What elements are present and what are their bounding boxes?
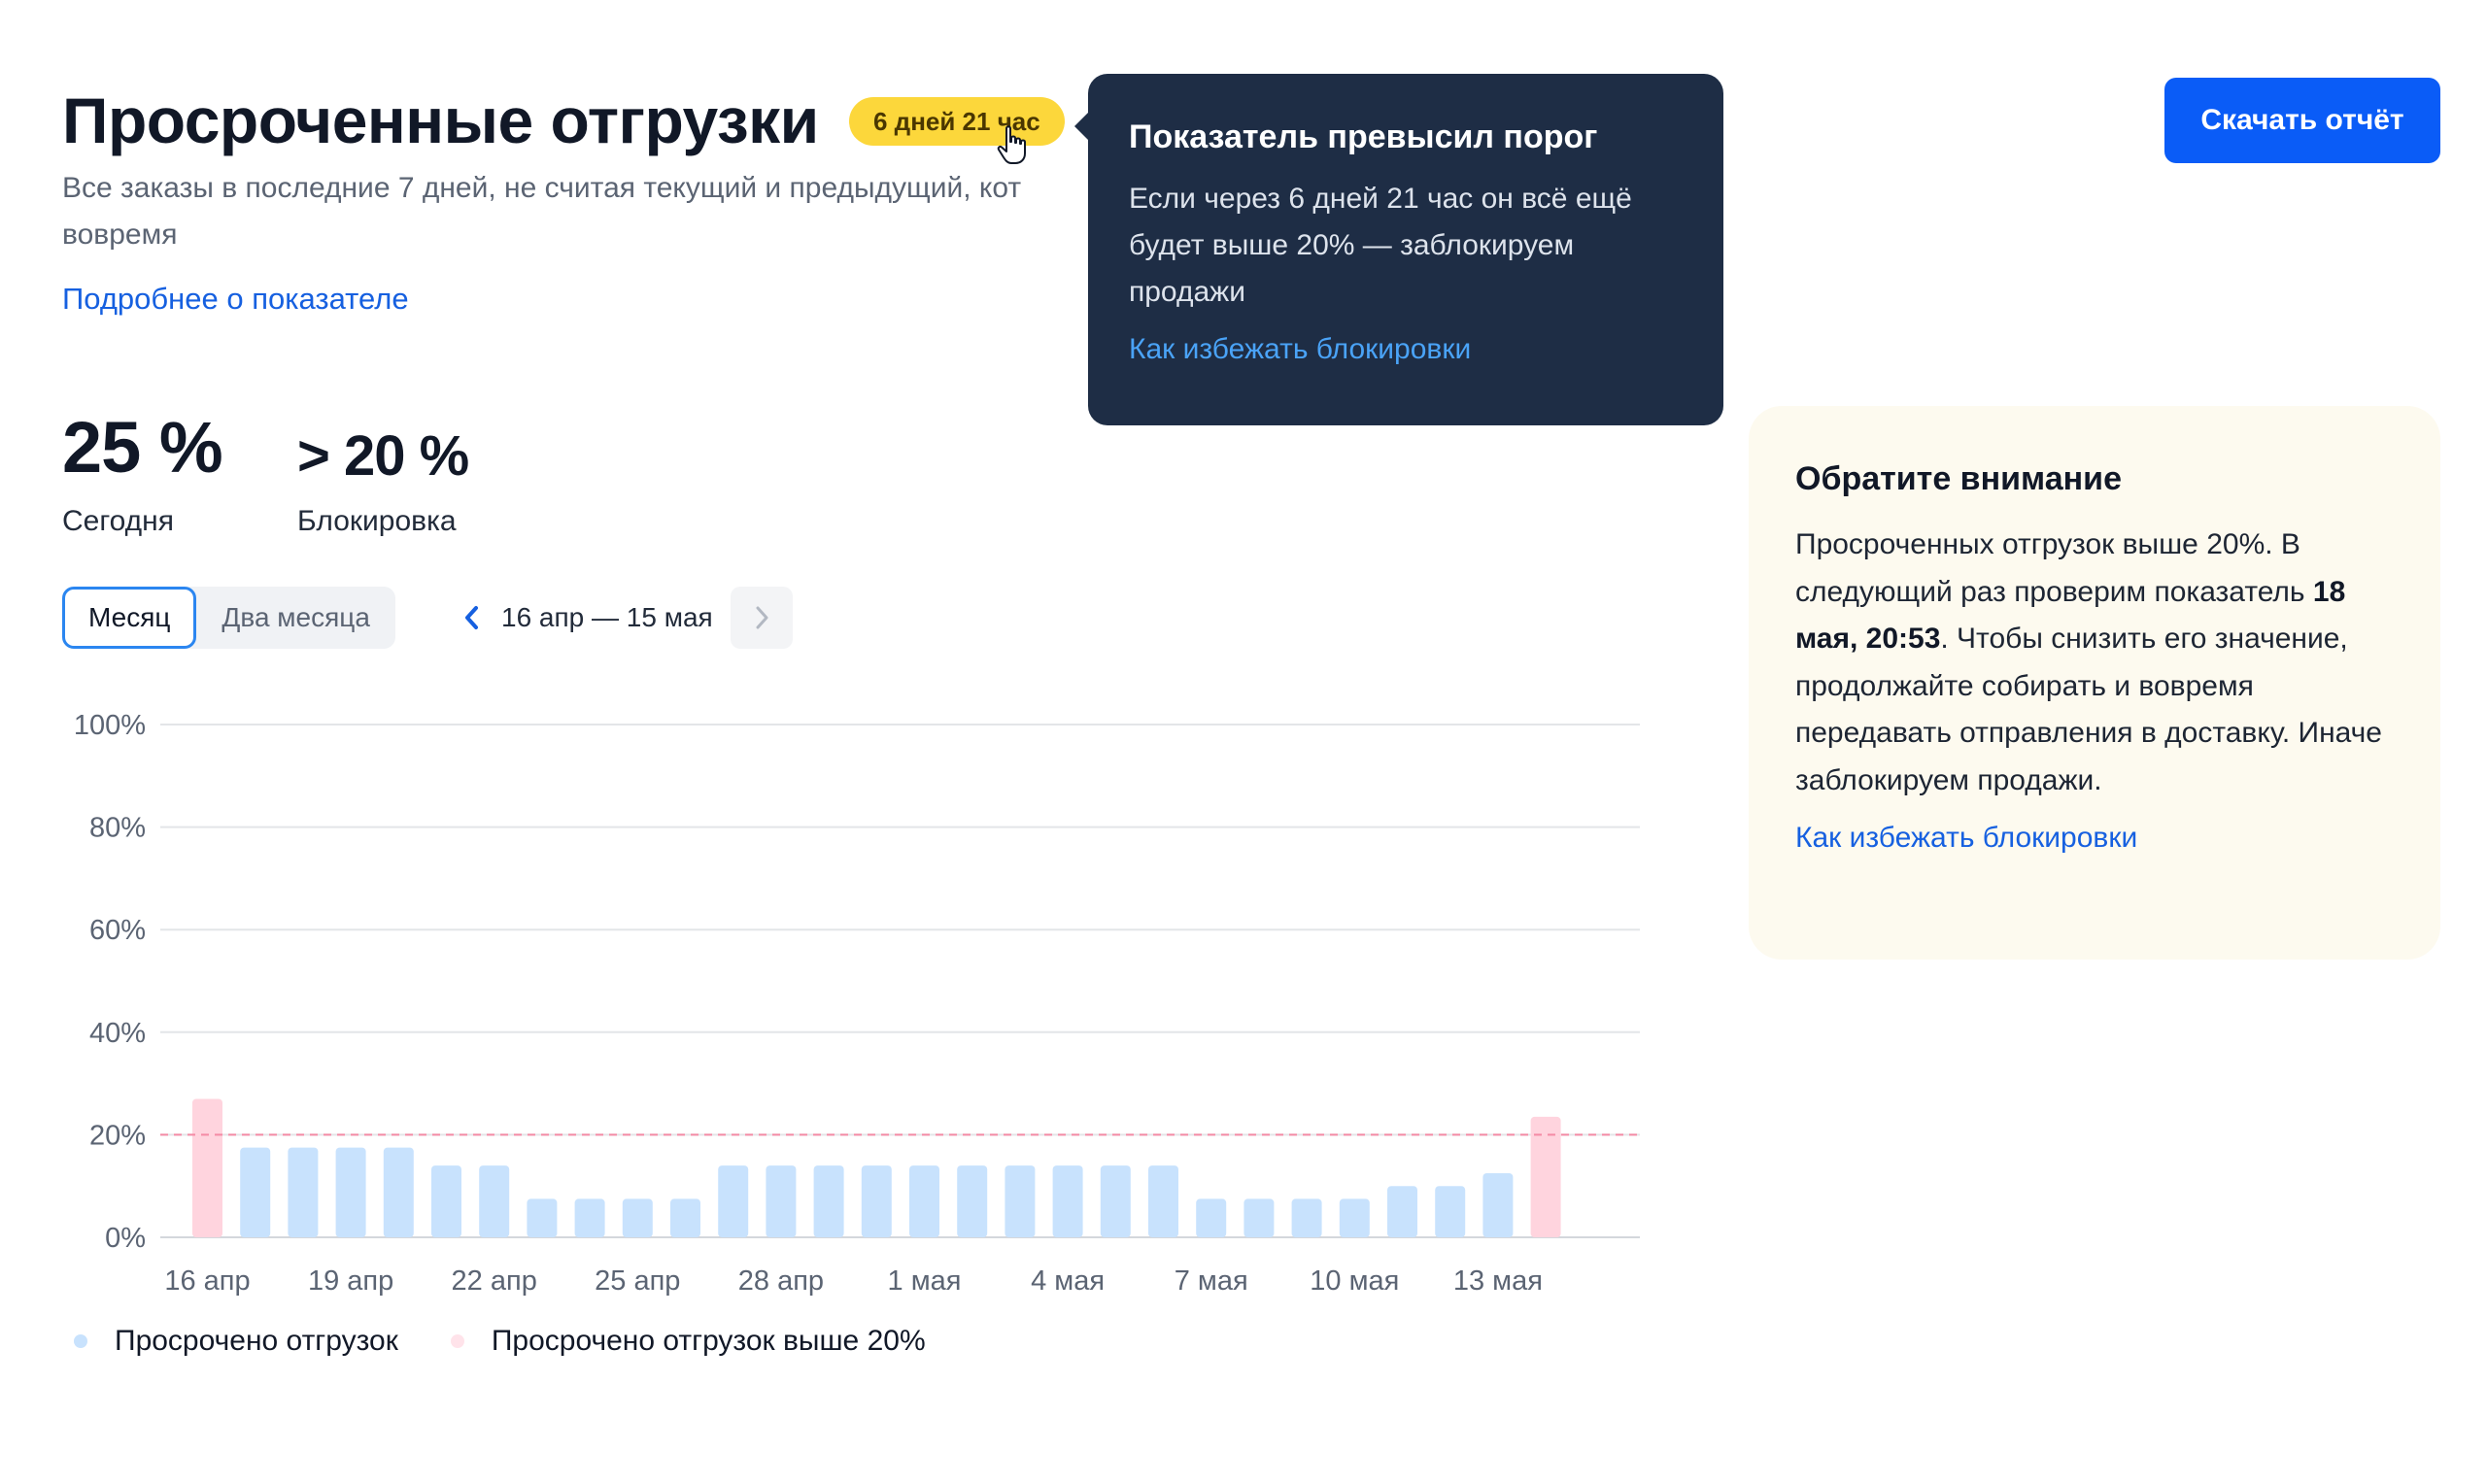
chart-bar[interactable] <box>335 1147 366 1237</box>
chart-bar[interactable] <box>1387 1186 1417 1237</box>
threshold-tooltip: Показатель превысил порог Если через 6 д… <box>1074 74 1723 425</box>
legend-dot-above <box>450 1334 464 1348</box>
chart-bar[interactable] <box>1052 1165 1083 1237</box>
legend-dot-normal <box>74 1334 87 1348</box>
chart-bar[interactable] <box>766 1165 797 1237</box>
x-tick-label: 19 апр <box>308 1265 393 1297</box>
deadline-badge[interactable]: 6 дней 21 час <box>849 97 1065 146</box>
kpi-today-label: Сегодня <box>62 505 174 537</box>
kpi-today-value: 25 % <box>62 407 223 488</box>
chart-bar[interactable] <box>240 1147 271 1237</box>
chevron-right-icon[interactable] <box>730 587 793 649</box>
y-tick-label: 0% <box>105 1223 146 1254</box>
notice-title: Обратите внимание <box>1795 460 2122 497</box>
legend-label-above: Просрочено отгрузок выше 20% <box>491 1325 926 1357</box>
kpi-block-value: > 20 % <box>297 424 469 488</box>
chart-legend: Просрочено отгрузок Просрочено отгрузок … <box>74 1325 978 1358</box>
chart-bar[interactable] <box>1148 1165 1178 1237</box>
hand-pointer-icon <box>997 125 1026 164</box>
notice-card: Обратите внимание Просроченных отгрузок … <box>1749 406 2440 960</box>
page-subtitle: Все заказы в последние 7 дней, не считая… <box>62 165 1082 258</box>
chart-bar[interactable] <box>1530 1116 1561 1237</box>
x-tick-label: 22 апр <box>452 1265 537 1297</box>
overdue-shipments-chart: 100% 80% 60% 40% 20% 0% 16 апр 19 апр 22 апр 25 … <box>74 710 1640 1297</box>
chart-bar[interactable] <box>909 1165 939 1237</box>
chart-bar[interactable] <box>1196 1198 1227 1237</box>
chart-bar[interactable] <box>574 1198 605 1237</box>
chart-bar[interactable] <box>1291 1198 1322 1237</box>
period-two-months-button[interactable]: Два месяца <box>221 602 370 632</box>
chart-bar[interactable] <box>1482 1173 1514 1237</box>
x-tick-label: 7 мая <box>1175 1265 1248 1297</box>
period-toggle: Месяц Два месяца <box>62 587 395 649</box>
x-tick-label: 10 мая <box>1310 1265 1399 1297</box>
notice-next-check: 18 мая, 20:53 <box>1795 575 2346 656</box>
chart-bar[interactable] <box>1339 1198 1370 1237</box>
chart-bar[interactable] <box>622 1198 653 1237</box>
chart-bar[interactable] <box>861 1165 892 1237</box>
notice-text-before: Просроченных отгрузок выше 20%. В следую… <box>1795 528 2313 608</box>
y-tick-label: 100% <box>74 710 146 741</box>
legend-item-above: Просрочено отгрузок выше 20% <box>450 1325 926 1358</box>
chart-bar[interactable] <box>813 1165 844 1237</box>
subtitle-line-1: Все заказы в последние 7 дней, не считая… <box>62 172 1022 204</box>
chart-bar[interactable] <box>288 1147 319 1237</box>
tooltip-avoid-block-link[interactable]: Как избежать блокировки <box>1129 333 1472 365</box>
notice-text: Просроченных отгрузок выше 20%. В следую… <box>1795 522 2394 804</box>
subtitle-line-2: вовремя <box>62 219 178 251</box>
period-month-button[interactable]: Месяц <box>62 587 197 649</box>
download-report-button[interactable]: Скачать отчёт <box>2164 78 2440 163</box>
more-about-metric-link[interactable]: Подробнее о показателе <box>62 282 409 316</box>
tooltip-title: Показатель превысил порог <box>1129 118 1598 155</box>
x-tick-label: 16 апр <box>164 1265 250 1297</box>
x-tick-label: 1 мая <box>888 1265 962 1297</box>
chart-bar[interactable] <box>192 1098 222 1237</box>
legend-label-normal: Просрочено отгрузок <box>115 1325 398 1357</box>
legend-item-normal: Просрочено отгрузок <box>74 1325 398 1358</box>
date-navigator: 16 апр — 15 мая <box>455 587 793 649</box>
notice-text-after: . Чтобы снизить его значение, продолжайт… <box>1795 623 2382 796</box>
y-tick-label: 40% <box>89 1018 146 1049</box>
chart-bar[interactable] <box>431 1165 461 1237</box>
x-tick-label: 4 мая <box>1031 1265 1105 1297</box>
notice-avoid-block-link[interactable]: Как избежать блокировки <box>1795 822 2138 854</box>
tooltip-text: Если через 6 дней 21 час он всё ещё буде… <box>1129 183 1632 308</box>
page-title: Просроченные отгрузки <box>62 84 819 156</box>
y-tick-label: 80% <box>89 813 146 844</box>
chart-bar[interactable] <box>1100 1165 1131 1237</box>
chart-bar[interactable] <box>479 1165 510 1237</box>
chart-bar[interactable] <box>1435 1186 1466 1237</box>
y-tick-label: 20% <box>89 1120 146 1151</box>
y-tick-label: 60% <box>89 915 146 946</box>
chart-bar[interactable] <box>670 1198 700 1237</box>
chart-bar[interactable] <box>527 1198 558 1237</box>
x-tick-label: 28 апр <box>738 1265 824 1297</box>
chart-bar[interactable] <box>383 1147 414 1237</box>
x-tick-label: 13 мая <box>1453 1265 1543 1297</box>
chart-bar[interactable] <box>957 1165 988 1237</box>
chart-bar[interactable] <box>1005 1165 1036 1237</box>
chart-bar[interactable] <box>718 1165 749 1237</box>
kpi-block-label: Блокировка <box>297 505 457 537</box>
chart-bar[interactable] <box>1244 1198 1275 1237</box>
chevron-left-icon[interactable] <box>455 587 490 649</box>
date-range-label: 16 апр — 15 мая <box>501 602 713 632</box>
x-tick-label: 25 апр <box>595 1265 680 1297</box>
